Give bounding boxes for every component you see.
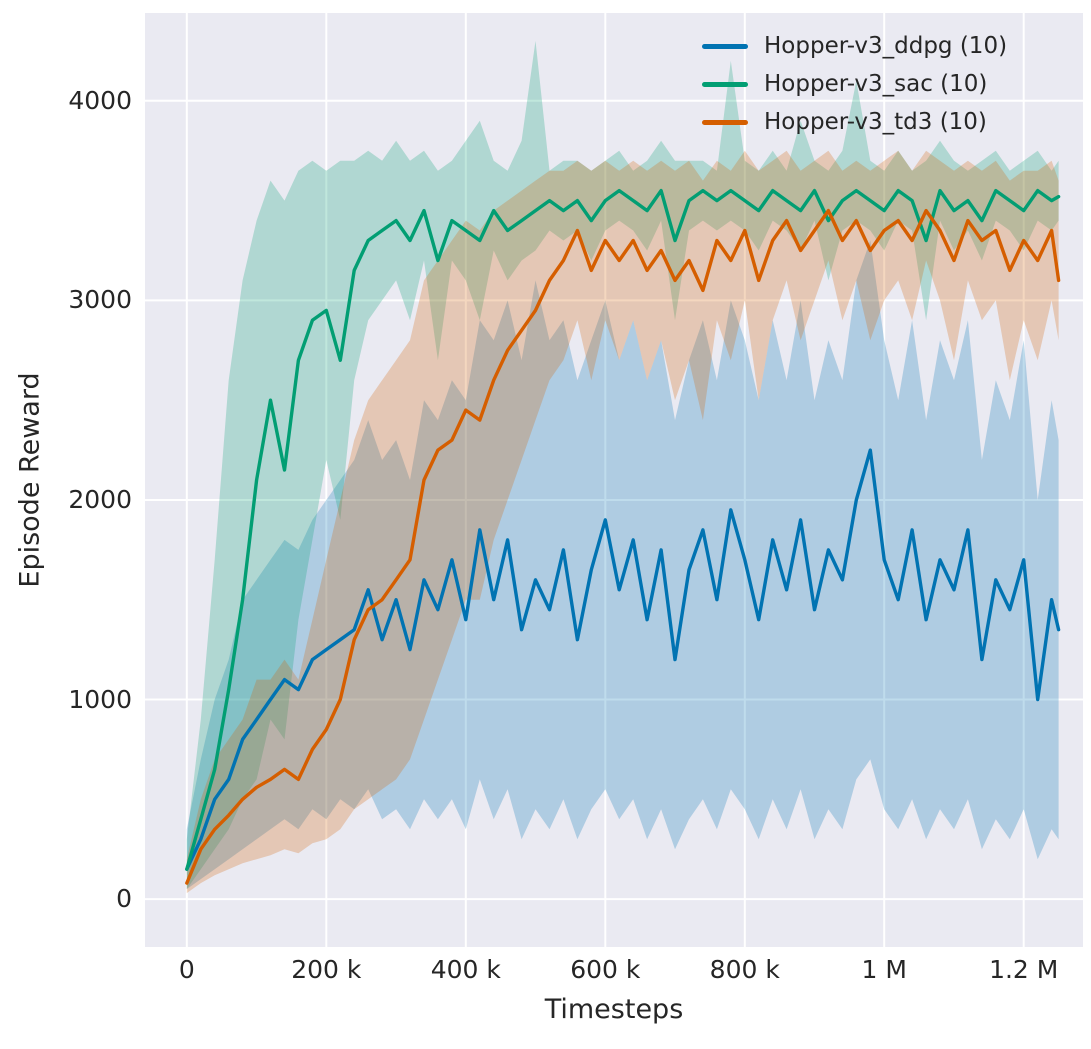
y-tick-label: 2000 [68, 484, 132, 514]
legend-label-sac: Hopper-v3_sac (10) [764, 71, 988, 97]
legend-item-td3: Hopper-v3_td3 (10) [702, 106, 1007, 138]
y-tick-label: 0 [116, 884, 132, 914]
y-tick-label: 1000 [68, 684, 132, 714]
legend: Hopper-v3_ddpg (10) Hopper-v3_sac (10) H… [702, 30, 1007, 138]
mean-line-2 [185, 208, 1061, 885]
confidence-band-0 [186, 240, 1059, 890]
confidence-band-1 [186, 40, 1059, 890]
legend-label-td3: Hopper-v3_td3 (10) [764, 109, 987, 135]
y-axis-label: Episode Reward [14, 372, 46, 588]
x-tick-label: 1 M [861, 955, 907, 984]
x-tick-label: 800 k [709, 955, 780, 984]
legend-label-ddpg: Hopper-v3_ddpg (10) [764, 33, 1008, 59]
legend-swatch-td3 [702, 119, 748, 125]
legend-item-sac: Hopper-v3_sac (10) [702, 68, 1007, 100]
y-tick-label: 3000 [68, 285, 132, 315]
y-tick-label: 4000 [68, 85, 132, 115]
legend-item-ddpg: Hopper-v3_ddpg (10) [702, 30, 1007, 62]
x-tick-label: 200 k [291, 955, 362, 984]
x-tick-label: 600 k [570, 955, 641, 984]
x-tick-label: 1.2 M [989, 955, 1059, 984]
mean-line-0 [185, 448, 1061, 871]
mean-line-1 [185, 188, 1061, 871]
plot-background [145, 13, 1083, 947]
x-tick-label: 400 k [430, 955, 501, 984]
legend-swatch-ddpg [702, 43, 748, 49]
x-axis-label: Timesteps [544, 994, 684, 1025]
x-tick-label: 0 [178, 955, 195, 984]
legend-swatch-sac [702, 81, 748, 87]
confidence-band-2 [186, 150, 1059, 894]
